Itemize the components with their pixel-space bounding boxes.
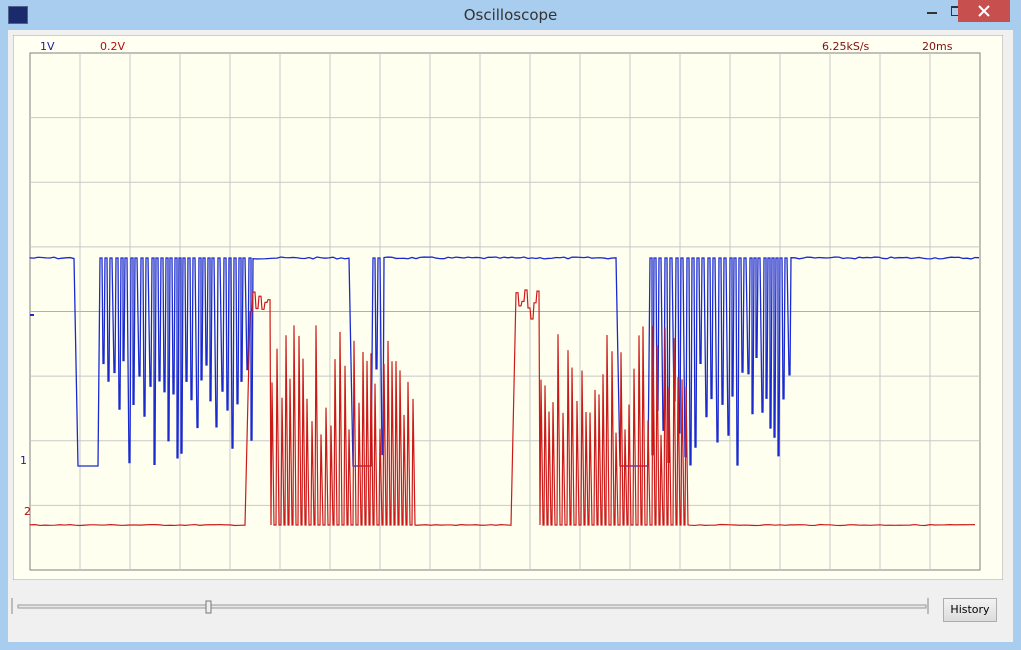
grid [30, 53, 980, 570]
timebase: 20ms [922, 40, 953, 53]
ch1-scale: 1V [40, 40, 55, 53]
ch2-marker: 2 [24, 505, 31, 518]
client-area: 1V 0.2V 6.25kS/s 20ms 1 2 History [8, 30, 1013, 642]
window-title: Oscilloscope [463, 6, 558, 24]
minimize-button[interactable] [918, 0, 946, 22]
history-slider[interactable] [10, 596, 930, 616]
scope-panel: 1V 0.2V 6.25kS/s 20ms 1 2 [13, 35, 1003, 580]
ch1-marker: 1 [20, 454, 27, 467]
history-button[interactable]: History [943, 598, 997, 622]
sample-rate: 6.25kS/s [822, 40, 870, 53]
ch2-scale: 0.2V [100, 40, 125, 53]
channel2-trace [29, 289, 976, 527]
ch1-offset-marker [30, 314, 34, 316]
close-button[interactable] [958, 0, 1010, 22]
waveforms [29, 256, 980, 527]
app-icon [8, 6, 28, 24]
channel1-trace [29, 256, 980, 467]
